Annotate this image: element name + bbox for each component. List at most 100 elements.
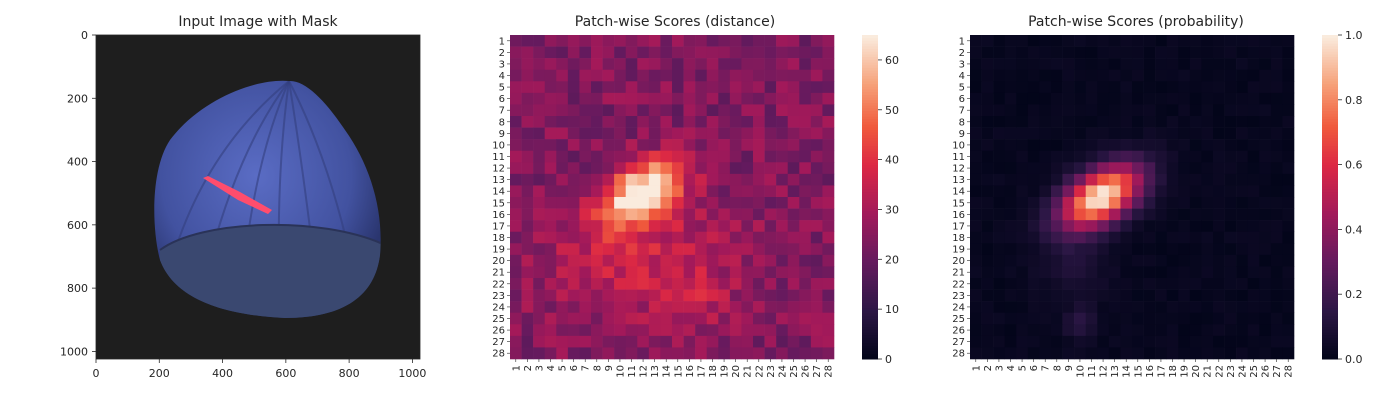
heatmap-cell	[753, 208, 765, 221]
heatmap-cell	[1027, 266, 1040, 279]
heatmap-cell	[1282, 266, 1295, 279]
heatmap-cell	[1027, 220, 1040, 233]
heatmap-cell	[799, 335, 812, 348]
colorbar-segment	[862, 264, 878, 268]
probability-panel-title: Patch-wise Scores (probability)	[1028, 14, 1244, 30]
heatmap-cell	[787, 312, 800, 325]
heatmap-cell	[729, 289, 742, 302]
heatmap-cell	[764, 81, 777, 94]
heatmap-cell	[637, 243, 650, 256]
heatmap-cell	[1108, 220, 1121, 233]
heatmap-cell	[1051, 347, 1063, 360]
heatmap-cell	[672, 139, 684, 152]
heatmap-cell	[1062, 266, 1075, 279]
heatmap-cell	[764, 208, 777, 221]
heatmap-cell	[1108, 243, 1121, 256]
heatmap-cell	[1224, 116, 1237, 128]
heatmap-cell	[1166, 347, 1179, 360]
heatmap-cell	[1224, 312, 1237, 325]
colorbar-segment	[862, 191, 878, 195]
heatmap-cell	[1201, 197, 1214, 209]
heatmap-cell	[544, 185, 557, 198]
heatmap-cell	[970, 324, 982, 337]
heatmap-cell	[637, 197, 650, 209]
heatmap-cell	[1108, 46, 1121, 59]
heatmap-cell	[1027, 208, 1040, 221]
colorbar-segment	[1322, 224, 1338, 228]
heatmap-cell	[1097, 254, 1110, 267]
heatmap-cell	[1189, 150, 1202, 163]
heatmap-cell	[695, 254, 708, 267]
heatmap-cell	[1027, 46, 1040, 59]
heatmap-cell	[683, 208, 696, 221]
colorbar-segment	[862, 45, 878, 49]
heatmap-cell	[567, 46, 580, 59]
heatmap-cell	[822, 173, 835, 186]
heatmap-cell	[822, 278, 835, 290]
colorbar-segment	[1322, 313, 1338, 317]
heatmap-col-label: 1	[511, 365, 522, 371]
heatmap-cell	[799, 69, 812, 82]
heatmap-cell	[706, 335, 719, 348]
heatmap-cell	[776, 127, 789, 140]
heatmap-cell	[1213, 347, 1225, 360]
heatmap-cell	[1213, 220, 1225, 233]
heatmap-cell	[1074, 69, 1087, 82]
heatmap-cell	[753, 197, 765, 209]
heatmap-cell	[1236, 173, 1249, 186]
heatmap-row-label: 6	[959, 94, 965, 105]
colorbar-tick-label: 40	[885, 154, 899, 167]
heatmap-cell	[776, 92, 789, 105]
heatmap-cell	[614, 139, 627, 152]
heatmap-cell	[810, 116, 823, 128]
heatmap-cell	[1247, 35, 1260, 47]
heatmap-cell	[1120, 243, 1133, 256]
heatmap-cell	[660, 243, 673, 256]
heatmap-cell	[1178, 220, 1191, 233]
heatmap-cell	[614, 197, 627, 209]
heatmap-cell	[1178, 104, 1191, 117]
colorbar-segment	[862, 113, 878, 117]
colorbar-segment	[1322, 278, 1338, 282]
heatmap-cell	[1062, 312, 1075, 325]
colorbar-segment	[1322, 180, 1338, 184]
heatmap-cell	[648, 92, 661, 105]
heatmap-cell	[521, 231, 534, 244]
heatmap-cell	[614, 127, 627, 140]
heatmap-cell	[1178, 243, 1191, 256]
heatmap-cell	[1155, 278, 1168, 290]
heatmap-row-label: 27	[492, 337, 505, 348]
heatmap-cell	[776, 243, 789, 256]
heatmap-cell	[625, 69, 638, 82]
heatmap-cell	[1132, 173, 1144, 186]
heatmap-cell	[1189, 197, 1202, 209]
heatmap-cell	[544, 324, 557, 337]
heatmap-cell	[579, 150, 592, 163]
heatmap-cell	[695, 46, 708, 59]
colorbar-segment	[862, 107, 878, 112]
heatmap-cell	[1051, 185, 1063, 198]
heatmap-cell	[1039, 35, 1052, 47]
heatmap-cell	[625, 231, 638, 244]
shell-stripes	[159, 80, 381, 318]
colorbar-segment	[862, 299, 878, 303]
heatmap-cell	[1004, 301, 1017, 314]
heatmap-cell	[718, 81, 731, 94]
heatmap-cell	[993, 208, 1006, 221]
heatmap-cell	[706, 254, 719, 267]
heatmap-cell	[1132, 278, 1144, 290]
heatmap-cell	[1108, 301, 1121, 314]
colorbar-segment	[1322, 64, 1338, 68]
heatmap-cell	[799, 173, 812, 186]
heatmap-cell	[1074, 243, 1087, 256]
heatmap-cell	[591, 197, 603, 209]
heatmap-cell	[683, 243, 696, 256]
heatmap-cell	[787, 208, 800, 221]
heatmap-cell	[602, 289, 615, 302]
heatmap-cell	[683, 58, 696, 71]
heatmap-cell	[764, 312, 777, 325]
heatmap-cell	[602, 92, 615, 105]
colorbar-segment	[862, 132, 878, 136]
heatmap-cell	[1166, 254, 1179, 267]
heatmap-cell	[1224, 278, 1237, 290]
